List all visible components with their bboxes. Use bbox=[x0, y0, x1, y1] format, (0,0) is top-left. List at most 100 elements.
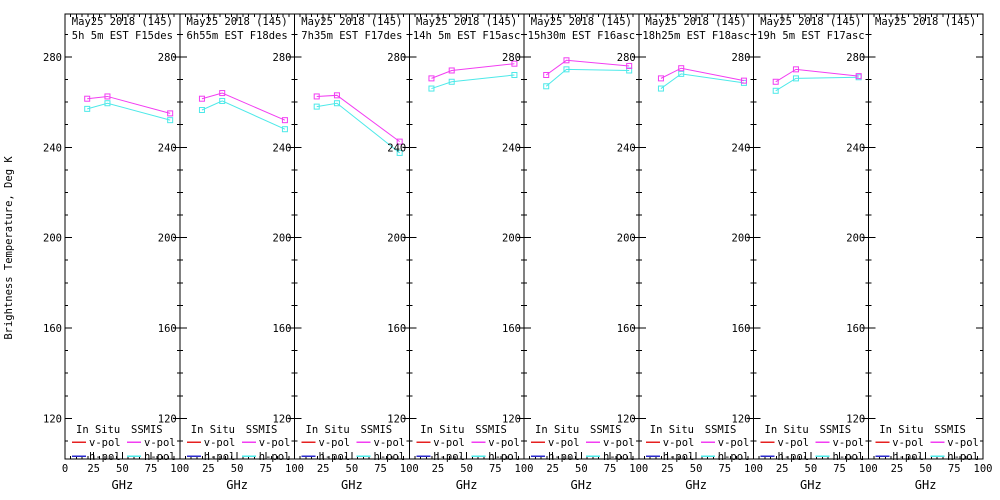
y-tick-label: 240 bbox=[617, 142, 636, 154]
ssmis-h-pol-line bbox=[775, 76, 859, 92]
x-tick-label: 25 bbox=[661, 463, 674, 475]
y-tick-label: 280 bbox=[617, 52, 636, 64]
legend-insitu-hpol-label: h-pol bbox=[892, 451, 924, 463]
data-point-marker bbox=[396, 138, 403, 145]
x-tick-label: 75 bbox=[833, 463, 846, 475]
ssmis-v-pol-line bbox=[545, 59, 630, 76]
x-tick-label: 50 bbox=[919, 463, 932, 475]
data-point-marker bbox=[396, 149, 403, 156]
legend-ssmis-header: SSMIS bbox=[934, 424, 966, 436]
data-point-marker bbox=[104, 100, 111, 107]
legend-insitu-vpol-label: v-pol bbox=[778, 437, 810, 449]
x-tick-label: 75 bbox=[604, 463, 617, 475]
legend-ssmis-vpol-label: v-pol bbox=[947, 437, 979, 449]
y-tick-label: 160 bbox=[387, 323, 406, 335]
data-point-marker bbox=[333, 92, 340, 99]
y-tick-label: 160 bbox=[846, 323, 865, 335]
legend-insitu-vpol-label: v-pol bbox=[663, 437, 695, 449]
legend-ssmis-header: SSMIS bbox=[705, 424, 737, 436]
y-tick-label: 200 bbox=[273, 233, 292, 245]
y-tick-label: 160 bbox=[617, 323, 636, 335]
y-tick-label: 240 bbox=[732, 142, 751, 154]
legend-insitu-header: In Situ bbox=[76, 424, 120, 436]
y-tick-label: 120 bbox=[732, 413, 751, 425]
data-point-marker bbox=[281, 117, 288, 124]
y-tick-label: 120 bbox=[846, 413, 865, 425]
data-point-marker bbox=[428, 85, 435, 92]
y-tick-label: 240 bbox=[158, 142, 177, 154]
y-tick-label: 280 bbox=[846, 52, 865, 64]
legend-ssmis-hpol-label: h-pol bbox=[144, 451, 176, 463]
data-point-marker bbox=[563, 66, 570, 73]
y-tick-label: 160 bbox=[158, 323, 177, 335]
panel-title: May25 2018 (145) bbox=[531, 16, 632, 28]
y-tick-label: 280 bbox=[273, 52, 292, 64]
x-tick-label: 100 bbox=[515, 463, 534, 475]
data-point-marker bbox=[543, 71, 550, 78]
y-tick-label: 280 bbox=[732, 52, 751, 64]
x-axis-unit-label: GHz bbox=[915, 478, 937, 492]
legend-insitu-hpol-label: h-pol bbox=[778, 451, 810, 463]
y-tick-label: 120 bbox=[158, 413, 177, 425]
panel-2: 120 160 200 240 280 25 50 75 100 GHz May25 2018 (1… bbox=[158, 13, 304, 492]
y-axis-title: Brightness Temperature, Deg K bbox=[3, 156, 15, 340]
panel-subtitle: 5h 5m EST F15des bbox=[72, 30, 173, 42]
legend-ssmis-header: SSMIS bbox=[361, 424, 393, 436]
y-tick-label: 280 bbox=[387, 52, 406, 64]
x-tick-label: 50 bbox=[690, 463, 703, 475]
legend-insitu-hpol-label: h-pol bbox=[89, 451, 121, 463]
x-axis-unit-label: GHz bbox=[456, 478, 478, 492]
y-tick-label: 240 bbox=[387, 142, 406, 154]
panel-subtitle: 7h35m EST F17des bbox=[301, 30, 402, 42]
data-point-marker bbox=[84, 105, 91, 112]
legend-insitu-header: In Situ bbox=[420, 424, 464, 436]
y-tick-label: 240 bbox=[43, 142, 62, 154]
legend-ssmis-hpol-label: h-pol bbox=[833, 451, 865, 463]
data-point-marker bbox=[333, 100, 340, 107]
y-tick-label: 280 bbox=[158, 52, 177, 64]
y-tick-label: 160 bbox=[273, 323, 292, 335]
legend-insitu-hpol-label: h-pol bbox=[204, 451, 236, 463]
panel-title: May25 2018 (145) bbox=[301, 16, 402, 28]
legend-ssmis-vpol-label: v-pol bbox=[488, 437, 520, 449]
x-tick-label: 25 bbox=[891, 463, 904, 475]
x-tick-label: 75 bbox=[259, 463, 272, 475]
panel-title: May25 2018 (145) bbox=[875, 16, 976, 28]
data-point-marker bbox=[281, 126, 288, 133]
legend-ssmis-vpol-label: v-pol bbox=[718, 437, 750, 449]
x-tick-label: 0 bbox=[62, 463, 68, 475]
legend-ssmis-hpol-label: h-pol bbox=[718, 451, 750, 463]
y-tick-label: 160 bbox=[732, 323, 751, 335]
x-tick-label: 100 bbox=[400, 463, 419, 475]
data-point-marker bbox=[792, 66, 799, 73]
legend-ssmis-header: SSMIS bbox=[820, 424, 852, 436]
data-point-marker bbox=[219, 97, 226, 104]
ssmis-h-pol-line bbox=[201, 100, 286, 130]
data-point-marker bbox=[657, 75, 664, 82]
x-tick-label: 25 bbox=[432, 463, 445, 475]
panel-6: 120 160 200 240 280 25 50 75 100 GHz May25 2018 (1… bbox=[617, 13, 763, 492]
legend-insitu-header: In Situ bbox=[191, 424, 235, 436]
x-tick-label: 50 bbox=[346, 463, 359, 475]
x-tick-label: 75 bbox=[374, 463, 387, 475]
y-tick-label: 120 bbox=[273, 413, 292, 425]
panel-title: May25 2018 (145) bbox=[187, 16, 288, 28]
data-point-marker bbox=[563, 57, 570, 64]
y-tick-label: 200 bbox=[617, 233, 636, 245]
legend-insitu-hpol-label: h-pol bbox=[319, 451, 351, 463]
y-tick-label: 120 bbox=[502, 413, 521, 425]
legend-insitu-vpol-label: v-pol bbox=[204, 437, 236, 449]
data-point-marker bbox=[167, 117, 174, 124]
x-tick-label: 25 bbox=[546, 463, 559, 475]
x-axis-unit-label: GHz bbox=[112, 478, 134, 492]
legend-ssmis-header: SSMIS bbox=[246, 424, 278, 436]
legend-insitu-hpol-label: h-pol bbox=[548, 451, 580, 463]
legend-ssmis-vpol-label: v-pol bbox=[603, 437, 635, 449]
data-point-marker bbox=[84, 95, 91, 102]
